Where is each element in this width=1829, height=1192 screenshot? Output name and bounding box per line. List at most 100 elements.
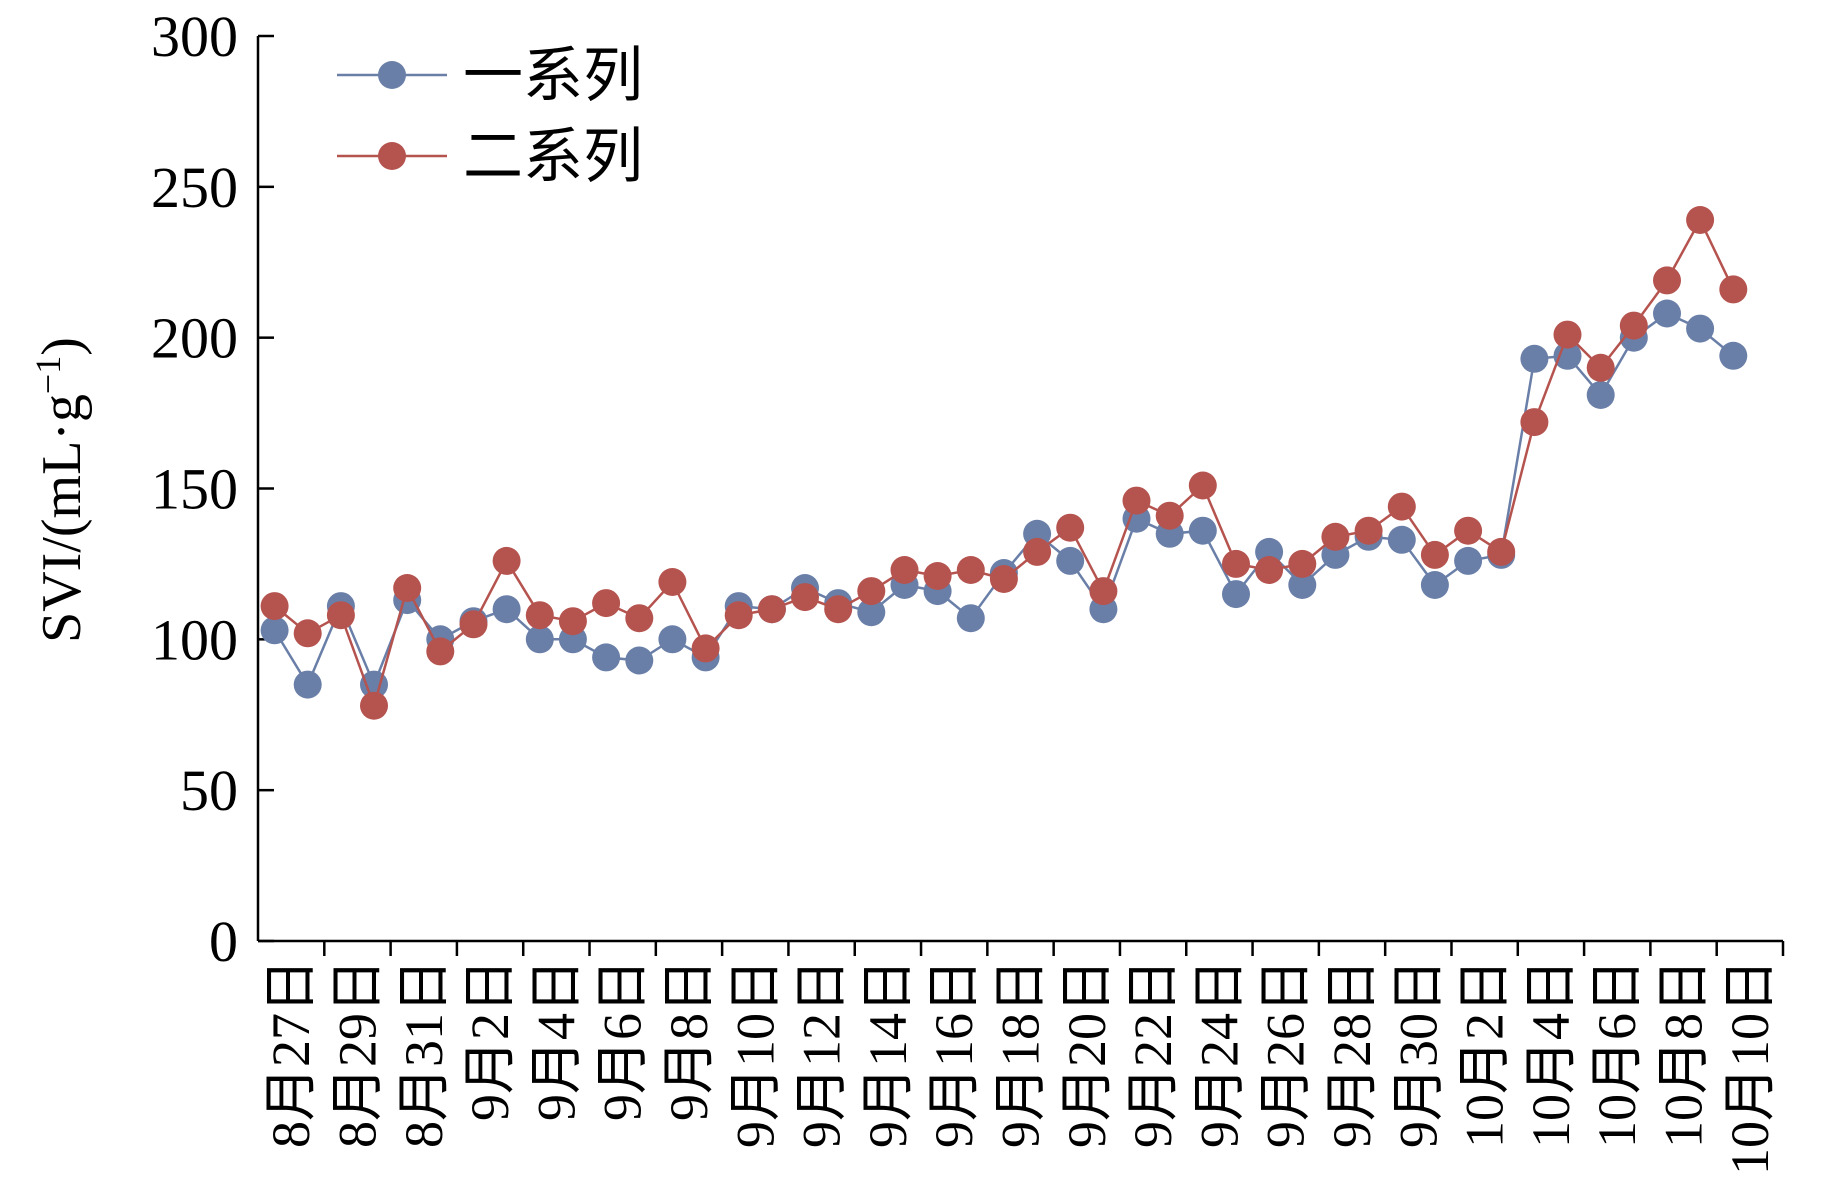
data-point <box>956 556 985 584</box>
data-point <box>923 562 952 590</box>
x-tick-label: 8月31日 <box>394 959 454 1148</box>
series-layer <box>260 206 1748 720</box>
legend-item-2: 二系列 <box>337 122 643 192</box>
x-tick-label: 9月26日 <box>1256 959 1316 1148</box>
x-tick-label: 9月14日 <box>858 959 918 1148</box>
data-point <box>1553 320 1582 349</box>
y-tick-label: 150 <box>151 457 238 522</box>
data-point <box>293 619 322 648</box>
legend-marker <box>378 142 406 170</box>
data-point <box>1520 344 1549 373</box>
x-tick-label: 9月16日 <box>924 959 984 1148</box>
x-tick-label: 8月29日 <box>327 959 387 1148</box>
data-point <box>625 646 654 675</box>
data-point <box>1056 513 1085 542</box>
y-tick-label: 0 <box>209 909 238 974</box>
data-point <box>1686 314 1715 343</box>
data-point <box>1089 577 1118 606</box>
data-point <box>1520 408 1549 437</box>
data-point <box>724 601 753 630</box>
data-point <box>625 604 654 633</box>
data-point <box>260 616 289 645</box>
data-point <box>1188 516 1217 545</box>
data-point <box>1155 501 1184 530</box>
data-point <box>1719 341 1748 370</box>
data-point <box>1222 549 1250 578</box>
data-point <box>592 589 621 618</box>
x-tick-label: 9月4日 <box>526 959 586 1121</box>
y-axis-title-close: ) <box>31 337 93 356</box>
x-tick-label: 9月28日 <box>1322 959 1382 1148</box>
data-point <box>1487 537 1516 566</box>
x-tick-label: 9月20日 <box>1057 959 1117 1148</box>
y-tick-label: 300 <box>151 4 238 69</box>
y-axis-title-superscript: −1 <box>28 356 68 394</box>
data-point <box>1619 311 1648 340</box>
data-point <box>293 670 322 699</box>
data-point <box>1719 275 1748 304</box>
data-point <box>1288 571 1317 599</box>
x-axis: 8月27日 8月29日 8月31日 9月2日 9月4日 9月6日 9月8日 9月10日 9月12… <box>258 939 1785 1175</box>
data-point <box>1255 556 1284 584</box>
x-tick-label: 9月24日 <box>1189 959 1249 1148</box>
data-point <box>1553 341 1582 370</box>
x-tick-label: 9月2日 <box>460 959 520 1121</box>
legend-item-1: 一系列 <box>337 41 643 111</box>
data-point <box>1387 525 1416 554</box>
data-point <box>360 691 388 720</box>
legend-label: 一系列 <box>463 41 643 111</box>
y-axis-title: SVI/(mL·g−1) <box>28 337 93 643</box>
data-point <box>492 595 521 624</box>
data-point <box>1122 486 1151 515</box>
y-tick-label: 100 <box>151 607 238 672</box>
x-tick-label: 9月22日 <box>1123 959 1183 1148</box>
data-point <box>1454 546 1483 575</box>
data-point <box>1222 580 1250 609</box>
data-point <box>1586 381 1615 409</box>
data-point <box>691 634 720 663</box>
series-line <box>273 217 1735 710</box>
x-tick-label: 9月12日 <box>792 959 852 1148</box>
data-point <box>1454 516 1483 545</box>
y-tick-label: 250 <box>151 155 238 220</box>
data-point <box>857 598 886 627</box>
x-tick-label: 10月6日 <box>1587 959 1647 1148</box>
x-tick-label: 9月6日 <box>593 959 653 1121</box>
data-point <box>492 546 521 575</box>
data-point <box>1586 353 1615 382</box>
data-point <box>1188 471 1217 500</box>
x-tick-label: 10月2日 <box>1455 959 1515 1148</box>
data-point <box>658 625 687 654</box>
data-point <box>1056 546 1085 575</box>
data-point <box>426 637 455 666</box>
legend-marker <box>378 61 406 89</box>
series-2 <box>260 206 1748 720</box>
data-point <box>1686 206 1715 234</box>
data-point <box>1420 571 1449 599</box>
data-point <box>791 583 819 612</box>
y-tick-label: 200 <box>151 306 238 371</box>
data-point <box>1420 540 1449 569</box>
y-axis-title-main: SVI/(mL·g <box>31 394 93 643</box>
x-tick-label: 9月30日 <box>1388 959 1448 1148</box>
x-tick-label: 10月10日 <box>1720 959 1780 1175</box>
data-point <box>757 595 786 624</box>
legend-label: 二系列 <box>463 122 643 192</box>
data-point <box>956 604 985 633</box>
data-point <box>260 592 289 621</box>
data-point <box>525 601 554 630</box>
data-point <box>558 607 587 636</box>
x-tick-label: 9月18日 <box>991 959 1051 1148</box>
data-point <box>857 577 886 606</box>
x-tick-label: 10月8日 <box>1654 959 1714 1148</box>
data-point <box>1023 537 1052 566</box>
data-point <box>393 574 422 602</box>
data-point <box>658 568 687 596</box>
data-point <box>592 643 621 672</box>
series-1 <box>260 299 1748 699</box>
data-point <box>1321 522 1350 551</box>
x-tick-label: 9月10日 <box>725 959 785 1148</box>
data-point <box>1354 516 1383 545</box>
